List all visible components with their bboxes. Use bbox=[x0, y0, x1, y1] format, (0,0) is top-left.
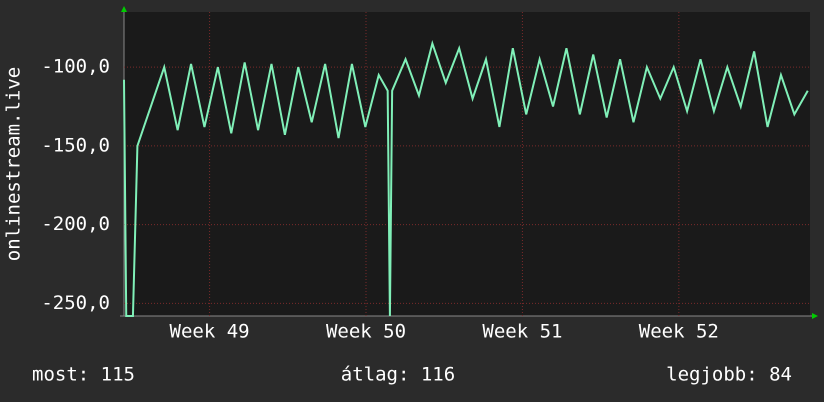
y-axis-label: onlinestream.live bbox=[3, 67, 25, 261]
x-tick-label: Week 52 bbox=[639, 321, 719, 343]
y-tick-label: -200,0 bbox=[41, 213, 110, 235]
stat-current: most: 115 bbox=[32, 364, 135, 386]
y-tick-label: -100,0 bbox=[41, 56, 110, 78]
stat-average: átlag: 116 bbox=[341, 364, 455, 386]
x-tick-label: Week 49 bbox=[170, 321, 250, 343]
axis-arrow bbox=[121, 6, 127, 12]
line bbox=[123, 40, 809, 317]
axis-arrow bbox=[812, 313, 818, 319]
x-tick-label: Week 50 bbox=[326, 321, 406, 343]
plot-area bbox=[124, 12, 810, 316]
x-tick-label: Week 51 bbox=[482, 321, 562, 343]
y-tick-label: -150,0 bbox=[41, 134, 110, 156]
stat-best: legjobb: 84 bbox=[666, 364, 792, 386]
y-tick-label: -250,0 bbox=[41, 292, 110, 314]
